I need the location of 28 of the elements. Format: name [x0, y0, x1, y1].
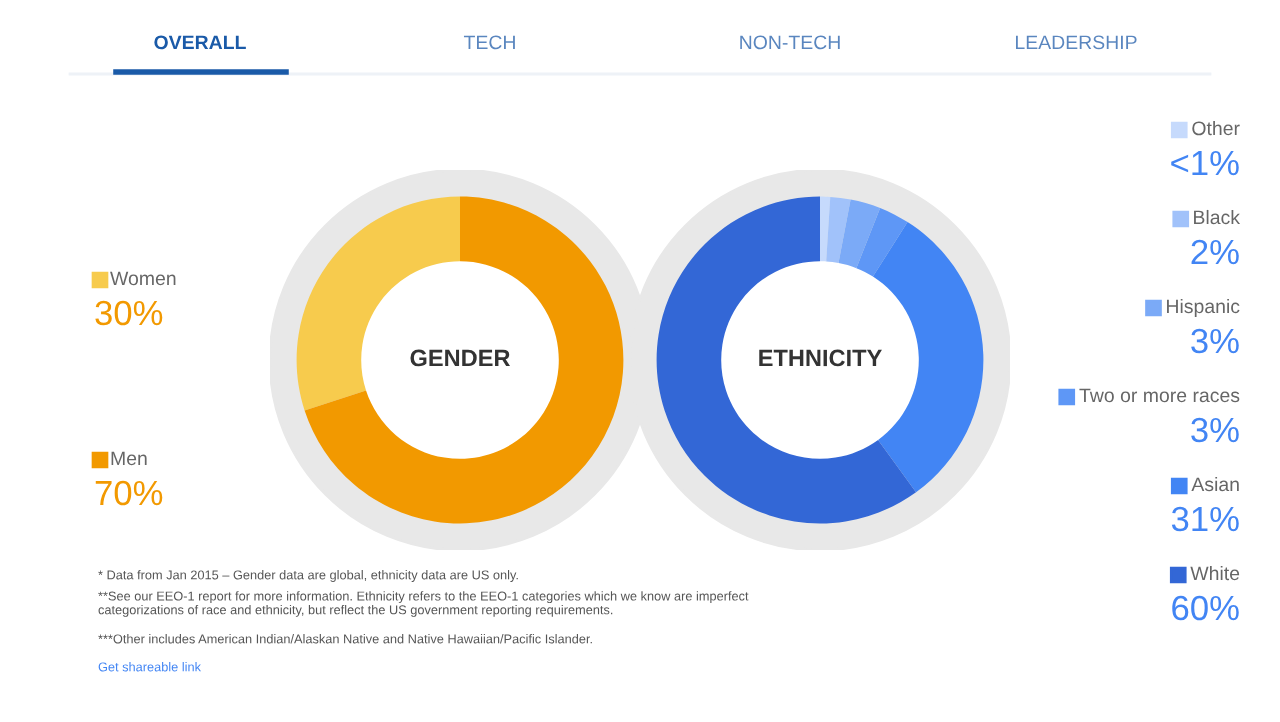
legend-label: Two or more races — [1079, 388, 1240, 403]
donut-slice — [820, 196, 831, 262]
donut-slice — [304, 196, 624, 524]
donut-slice — [826, 196, 851, 263]
data-label: 3% — [1191, 417, 1239, 443]
data-label: 31% — [1171, 506, 1239, 532]
donut-slice — [838, 199, 881, 269]
text: LEADERSHIP — [1016, 35, 1137, 50]
data-label: 3% — [1191, 328, 1239, 354]
donut-slice — [856, 208, 908, 277]
data-label: 70% — [95, 480, 163, 506]
text: GENDER — [410, 349, 511, 367]
legend-label: White — [1190, 565, 1240, 581]
text: NON-TECH — [740, 35, 840, 50]
donut-slice — [656, 196, 917, 524]
legend-label: Asian — [1191, 476, 1239, 492]
legend-label: Men — [111, 451, 147, 466]
data-label: 30% — [95, 300, 163, 326]
text: TECH — [463, 35, 515, 50]
data-label: 2% — [1191, 239, 1239, 265]
legend-label: Black — [1194, 209, 1241, 225]
data-label: 60% — [1172, 595, 1239, 621]
data-label: <1% — [1171, 150, 1239, 176]
text: ETHNICITY — [759, 349, 882, 367]
text: OVERALL — [154, 35, 246, 50]
legend-label: Other — [1192, 120, 1240, 136]
legend-label: Hispanic — [1167, 298, 1240, 318]
legend-label: Women — [110, 271, 176, 286]
